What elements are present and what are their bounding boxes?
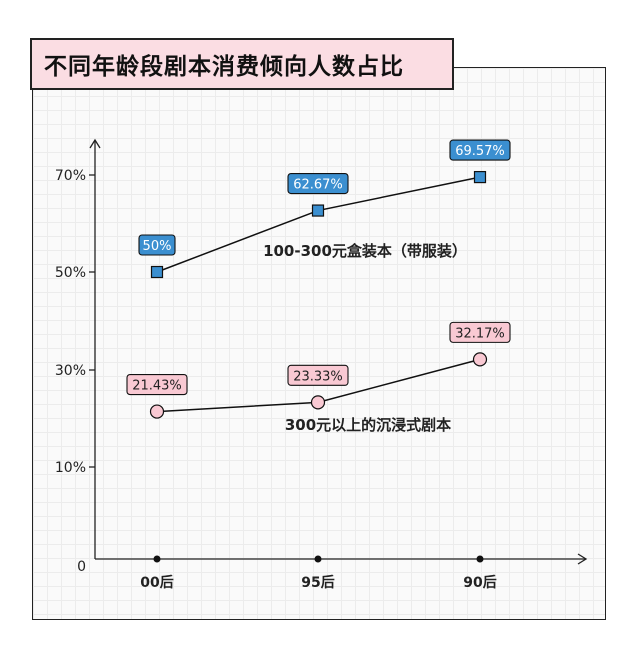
data-label: 23.33% [293, 369, 343, 384]
data-label: 21.43% [132, 379, 182, 394]
y-tick-label: 50% [55, 265, 86, 281]
data-point [473, 170, 487, 184]
data-point [149, 404, 165, 419]
data-label-box [126, 374, 188, 396]
y-tick-label: 0 [77, 559, 86, 575]
series-group-1: 50% 62.67% 69.57% 100-300元盒装本（带服装） [138, 139, 511, 279]
chart-title-box: 不同年龄段剧本消费倾向人数占比 [30, 38, 454, 90]
chart-card [32, 67, 606, 620]
data-point [472, 352, 488, 367]
series-group-2: 21.43% 23.33% 32.17% 300元以上的沉浸式剧本 [126, 321, 511, 434]
x-tick-label: 95后 [301, 574, 334, 591]
data-label-box [287, 173, 349, 195]
y-tick-label: 10% [55, 460, 86, 476]
x-tick-dot [314, 555, 322, 563]
x-tick-label: 90后 [463, 574, 496, 591]
data-label: 62.67% [293, 178, 343, 193]
data-label-box [287, 364, 349, 386]
y-tick-label: 30% [55, 363, 86, 379]
series-name-label: 300元以上的沉浸式剧本 [285, 416, 451, 434]
data-label: 50% [143, 239, 172, 254]
x-axis-arrow [577, 553, 588, 565]
y-axis-arrow [89, 138, 101, 149]
data-label: 69.57% [455, 144, 505, 159]
data-point [310, 395, 326, 410]
data-label-box [449, 139, 511, 161]
x-tick-dot [153, 555, 161, 563]
y-tick-label: 70% [55, 168, 86, 184]
series-name-label: 100-300元盒装本（带服装） [263, 242, 467, 260]
data-label-box [449, 321, 511, 343]
data-point [311, 204, 325, 217]
x-tick-label: 00后 [140, 574, 173, 591]
chart-title: 不同年龄段剧本消费倾向人数占比 [44, 54, 404, 80]
x-tick-dot [476, 555, 484, 563]
data-point [150, 265, 164, 279]
data-label: 32.17% [455, 326, 505, 341]
data-label-box [138, 234, 176, 256]
